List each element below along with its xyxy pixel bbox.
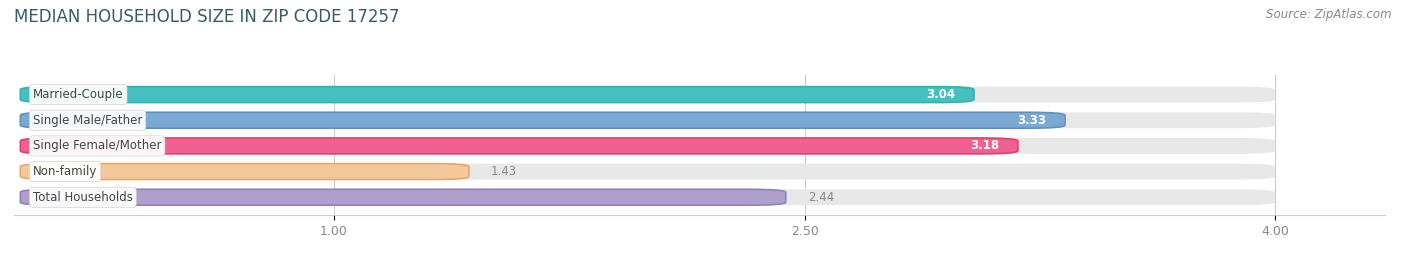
FancyBboxPatch shape: [20, 138, 1018, 154]
Text: 2.44: 2.44: [807, 191, 834, 204]
Text: Married-Couple: Married-Couple: [32, 88, 124, 101]
Text: Single Female/Mother: Single Female/Mother: [32, 139, 162, 153]
FancyBboxPatch shape: [20, 87, 1275, 102]
Text: Non-family: Non-family: [32, 165, 97, 178]
FancyBboxPatch shape: [20, 189, 786, 205]
Text: 3.04: 3.04: [927, 88, 955, 101]
FancyBboxPatch shape: [20, 112, 1275, 128]
Text: Total Households: Total Households: [32, 191, 132, 204]
Text: 3.18: 3.18: [970, 139, 1000, 153]
Text: 3.33: 3.33: [1017, 114, 1046, 127]
Text: Source: ZipAtlas.com: Source: ZipAtlas.com: [1267, 8, 1392, 21]
FancyBboxPatch shape: [20, 164, 1275, 179]
FancyBboxPatch shape: [20, 189, 1275, 205]
Text: Single Male/Father: Single Male/Father: [32, 114, 142, 127]
Text: MEDIAN HOUSEHOLD SIZE IN ZIP CODE 17257: MEDIAN HOUSEHOLD SIZE IN ZIP CODE 17257: [14, 8, 399, 26]
FancyBboxPatch shape: [20, 87, 974, 102]
FancyBboxPatch shape: [20, 138, 1275, 154]
FancyBboxPatch shape: [20, 164, 470, 179]
FancyBboxPatch shape: [20, 112, 1064, 128]
Text: 1.43: 1.43: [491, 165, 517, 178]
